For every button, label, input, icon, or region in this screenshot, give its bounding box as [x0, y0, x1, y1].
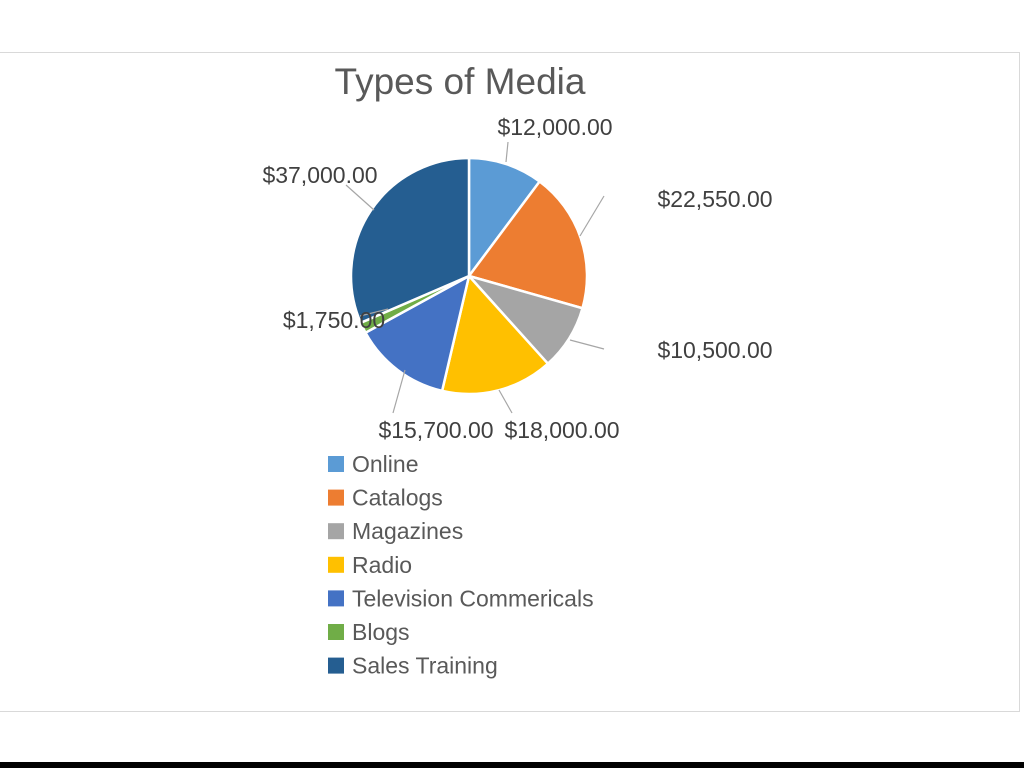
legend-label: Blogs: [352, 619, 410, 645]
legend-swatch: [328, 489, 344, 506]
pie-slice-catalogs: [466, 179, 589, 310]
data-label: $22,550.00: [657, 186, 772, 212]
leader-line: [392, 369, 406, 414]
chart-title: Types of Media: [335, 61, 586, 102]
leader-lines: [345, 141, 605, 414]
leader-line: [569, 339, 605, 350]
legend-swatch: [328, 624, 344, 640]
pie-slice-television-commericals: [363, 273, 471, 393]
legend-swatch: [328, 523, 344, 540]
legend-swatch: [328, 556, 344, 573]
leader-line: [498, 389, 513, 414]
data-label: $18,000.00: [504, 417, 619, 443]
legend-swatch: [328, 590, 344, 607]
legend-swatch: [328, 456, 344, 472]
leader-line: [359, 308, 389, 317]
data-label: $1,750.00: [283, 307, 385, 333]
data-label: $10,500.00: [657, 337, 772, 363]
pie-slices: [349, 156, 589, 396]
bottom-rule: [0, 762, 1024, 768]
legend-label: Radio: [352, 552, 412, 578]
legend-label: Magazines: [352, 518, 463, 544]
legend-swatch: [328, 657, 344, 674]
legend-label: Television Commericals: [352, 585, 594, 611]
leader-line: [505, 141, 509, 163]
leader-line: [579, 195, 605, 237]
data-label: $12,000.00: [497, 114, 612, 140]
pie-slice-sales-training: [349, 156, 471, 325]
legend: Online Catalogs Magazines Radio Television C…: [328, 451, 594, 679]
legend-label: Sales Training: [352, 653, 498, 679]
legend-label: Online: [352, 451, 418, 477]
data-label: $37,000.00: [262, 162, 377, 188]
data-labels: $12,000.00 $22,550.00 $10,500.00 $18,000.00…: [262, 114, 772, 443]
legend-label: Catalogs: [352, 485, 443, 511]
data-label: $15,700.00: [378, 417, 493, 443]
pie-slice-online: [467, 156, 542, 280]
pie-slice-radio: [440, 273, 550, 396]
leader-line: [345, 184, 375, 211]
